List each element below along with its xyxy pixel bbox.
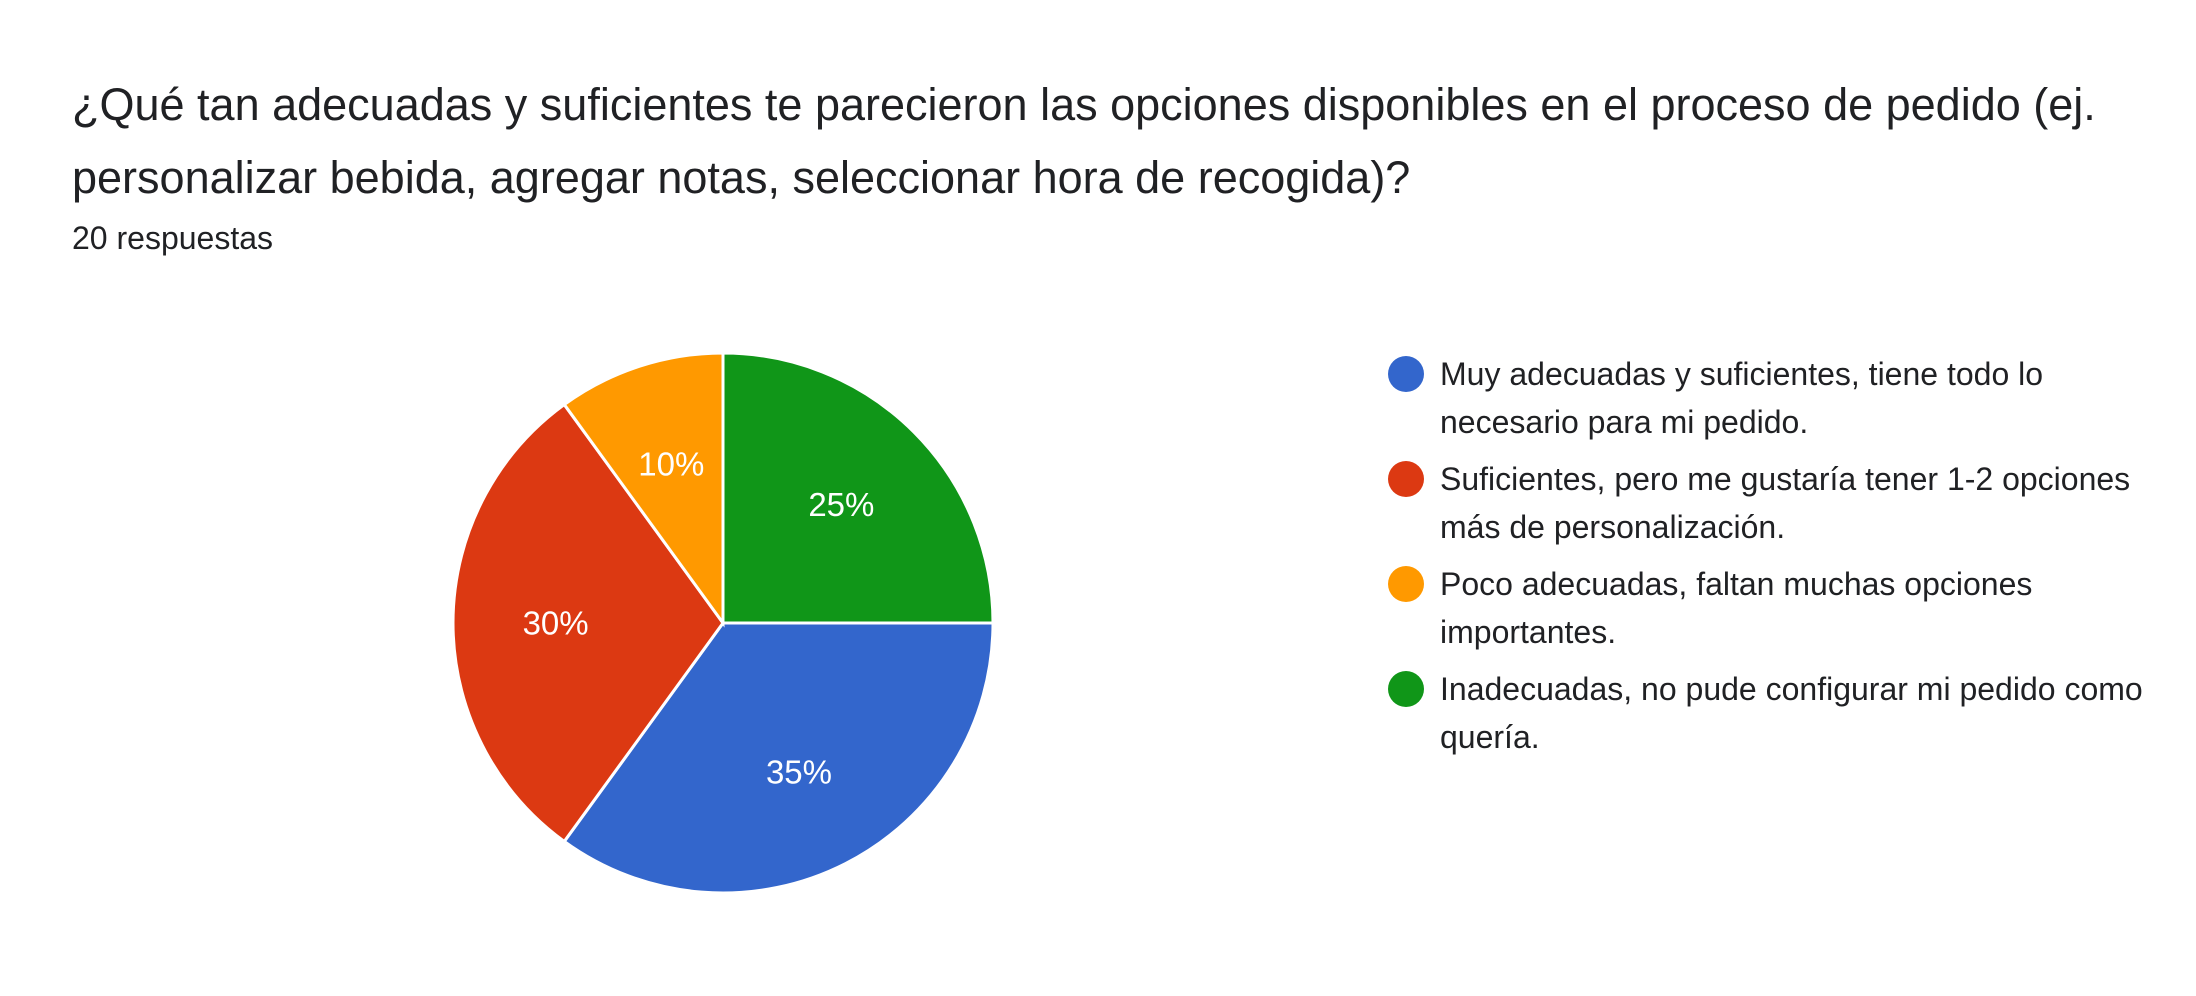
pie-slices — [451, 351, 995, 895]
chart-legend: Muy adecuadas y suficientes, tiene todo … — [1388, 350, 2168, 770]
response-count: 20 respuestas — [72, 220, 274, 256]
legend-item: Inadecuadas, no pude configurar mi pedid… — [1388, 665, 2168, 761]
legend-item: Suficientes, pero me gustaría tener 1-2 … — [1388, 455, 2168, 551]
legend-swatch-icon — [1388, 461, 1424, 497]
pie-slice-label: 35% — [766, 754, 832, 791]
legend-swatch-icon — [1388, 671, 1424, 707]
pie-slice-labels: 25% 35% 30% 10% — [523, 445, 875, 790]
pie-slice-label: 30% — [523, 605, 589, 642]
legend-label: Poco adecuadas, faltan muchas opciones i… — [1440, 566, 2033, 650]
legend-item: Muy adecuadas y suficientes, tiene todo … — [1388, 350, 2168, 446]
legend-item: Poco adecuadas, faltan muchas opciones i… — [1388, 560, 2168, 656]
legend-swatch-icon — [1388, 566, 1424, 602]
legend-label: Muy adecuadas y suficientes, tiene todo … — [1440, 356, 2044, 440]
legend-label: Inadecuadas, no pude configurar mi pedid… — [1440, 671, 2143, 755]
legend-swatch-icon — [1388, 356, 1424, 392]
pie-slice — [721, 351, 995, 625]
pie-slice — [562, 351, 725, 628]
pie-slice-label: 25% — [808, 486, 874, 523]
question-title: ¿Qué tan adecuadas y suficientes te pare… — [72, 79, 2096, 203]
pie-slice-label: 10% — [638, 445, 704, 482]
pie-slice — [562, 621, 995, 895]
legend-label: Suficientes, pero me gustaría tener 1-2 … — [1440, 461, 2131, 545]
pie-slice — [451, 402, 725, 844]
